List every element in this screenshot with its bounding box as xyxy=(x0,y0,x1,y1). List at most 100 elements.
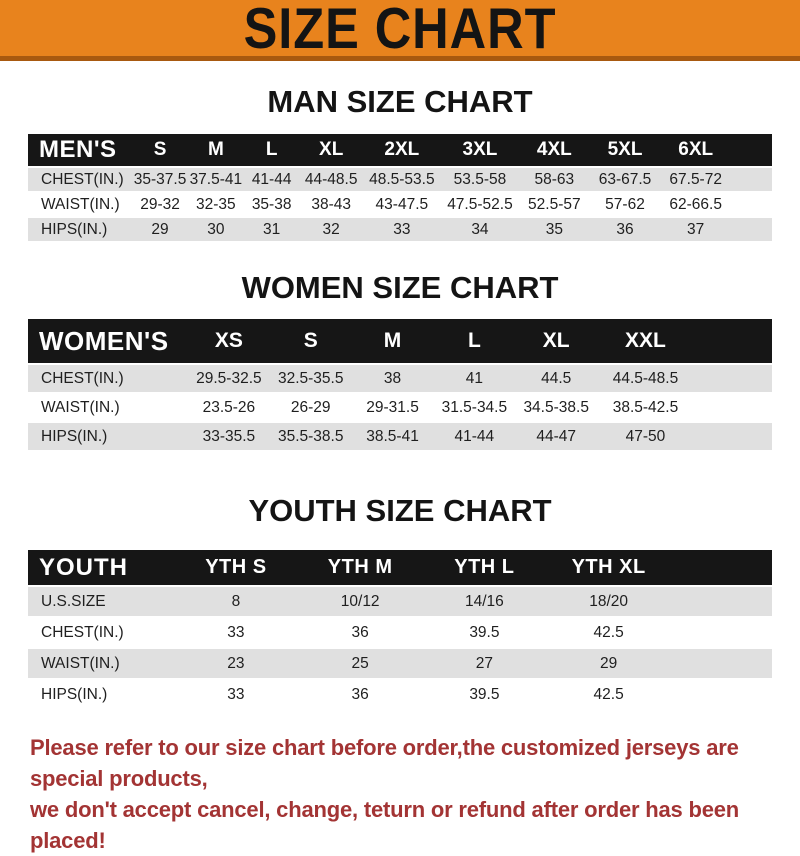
cell: 48.5-53.5 xyxy=(362,168,441,191)
spacer-cell xyxy=(670,550,772,585)
women-header-size-xs: XS xyxy=(187,319,270,363)
cell: 38.5-41 xyxy=(351,423,434,450)
cell: 29 xyxy=(546,649,671,678)
cell: 35 xyxy=(519,218,590,241)
cell: 67.5-72 xyxy=(660,168,732,191)
youth-header-size-m: YTH M xyxy=(298,550,423,585)
size-chart-banner: SIZE CHART xyxy=(0,0,800,61)
row-label: U.S.SIZE xyxy=(28,587,174,616)
row-label: CHEST(IN.) xyxy=(28,365,188,392)
cell: 35-37.5 xyxy=(132,168,188,191)
cell: 34.5-38.5 xyxy=(515,394,598,421)
cell: 41-44 xyxy=(243,168,300,191)
cell: 10/12 xyxy=(298,587,423,616)
man-size-table: MEN'S S M L XL 2XL 3XL 4XL 5XL 6XL CHEST… xyxy=(28,132,772,243)
man-table-header-row: MEN'S S M L XL 2XL 3XL 4XL 5XL 6XL xyxy=(28,134,772,166)
order-disclaimer: Please refer to our size chart before or… xyxy=(30,732,800,856)
cell: 37 xyxy=(660,218,732,241)
cell: 29 xyxy=(132,218,188,241)
cell: 36 xyxy=(589,218,661,241)
spacer-cell xyxy=(693,319,772,363)
women-header-title: WOMEN'S xyxy=(28,319,188,363)
cell: 47.5-52.5 xyxy=(440,193,519,216)
youth-size-section: YOUTH SIZE CHART YOUTH YTH S YTH M YTH L… xyxy=(0,493,800,711)
spacer-cell xyxy=(731,168,772,191)
cell: 34 xyxy=(440,218,519,241)
cell: 25 xyxy=(298,649,423,678)
cell: 53.5-58 xyxy=(440,168,519,191)
cell: 8 xyxy=(173,587,299,616)
spacer-cell xyxy=(693,394,772,421)
cell: 32 xyxy=(299,218,363,241)
disclaimer-line-1: Please refer to our size chart before or… xyxy=(30,735,739,791)
cell: 38.5-42.5 xyxy=(597,394,694,421)
cell: 39.5 xyxy=(422,680,547,709)
man-header-size-2xl: 2XL xyxy=(362,134,441,166)
youth-ussize-row: U.S.SIZE 8 10/12 14/16 18/20 xyxy=(28,587,772,616)
cell: 23.5-26 xyxy=(187,394,270,421)
cell: 43-47.5 xyxy=(362,193,441,216)
youth-table-header-row: YOUTH YTH S YTH M YTH L YTH XL xyxy=(28,550,772,585)
cell: 29.5-32.5 xyxy=(187,365,270,392)
cell: 41-44 xyxy=(433,423,516,450)
women-header-size-xxl: XXL xyxy=(597,319,694,363)
women-waist-row: WAIST(IN.) 23.5-26 26-29 29-31.5 31.5-34… xyxy=(28,394,772,421)
man-header-size-6xl: 6XL xyxy=(660,134,732,166)
cell: 39.5 xyxy=(422,618,547,647)
cell: 57-62 xyxy=(589,193,661,216)
women-table-header-row: WOMEN'S XS S M L XL XXL xyxy=(28,319,772,363)
cell: 23 xyxy=(173,649,299,678)
disclaimer-line-2: we don't accept cancel, change, teturn o… xyxy=(30,797,740,853)
cell: 62-66.5 xyxy=(660,193,732,216)
spacer-cell xyxy=(693,365,772,392)
cell: 35.5-38.5 xyxy=(269,423,352,450)
cell: 33 xyxy=(173,680,299,709)
cell: 36 xyxy=(298,618,423,647)
spacer-cell xyxy=(731,193,772,216)
row-label: WAIST(IN.) xyxy=(28,394,188,421)
cell: 38-43 xyxy=(299,193,363,216)
man-header-size-m: M xyxy=(187,134,244,166)
spacer-cell xyxy=(670,618,772,647)
spacer-cell xyxy=(670,649,772,678)
youth-size-table: YOUTH YTH S YTH M YTH L YTH XL U.S.SIZE … xyxy=(28,548,772,711)
spacer-cell xyxy=(670,680,772,709)
row-label: HIPS(IN.) xyxy=(28,218,133,241)
women-size-section: WOMEN SIZE CHART WOMEN'S XS S M L XL XXL… xyxy=(0,270,800,452)
cell: 29-32 xyxy=(132,193,188,216)
man-header-size-5xl: 5XL xyxy=(589,134,661,166)
women-size-table: WOMEN'S XS S M L XL XXL CHEST(IN.) 29.5-… xyxy=(28,317,772,452)
man-header-size-s: S xyxy=(132,134,188,166)
cell: 30 xyxy=(187,218,244,241)
youth-header-size-l: YTH L xyxy=(422,550,547,585)
man-header-size-4xl: 4XL xyxy=(519,134,590,166)
cell: 44-48.5 xyxy=(299,168,363,191)
cell: 14/16 xyxy=(422,587,547,616)
cell: 31.5-34.5 xyxy=(433,394,516,421)
women-section-heading: WOMEN SIZE CHART xyxy=(241,270,559,305)
man-header-title: MEN'S xyxy=(28,134,133,166)
cell: 33 xyxy=(362,218,441,241)
cell: 42.5 xyxy=(546,680,671,709)
youth-section-heading: YOUTH SIZE CHART xyxy=(248,493,552,528)
man-waist-row: WAIST(IN.) 29-32 32-35 35-38 38-43 43-47… xyxy=(28,193,772,216)
youth-hips-row: HIPS(IN.) 33 36 39.5 42.5 xyxy=(28,680,772,709)
cell: 44.5 xyxy=(515,365,598,392)
women-header-size-s: S xyxy=(269,319,352,363)
cell: 35-38 xyxy=(243,193,300,216)
cell: 18/20 xyxy=(546,587,671,616)
spacer-cell xyxy=(693,423,772,450)
man-hips-row: HIPS(IN.) 29 30 31 32 33 34 35 36 37 xyxy=(28,218,772,241)
cell: 52.5-57 xyxy=(519,193,590,216)
women-chest-row: CHEST(IN.) 29.5-32.5 32.5-35.5 38 41 44.… xyxy=(28,365,772,392)
women-header-size-m: M xyxy=(351,319,434,363)
spacer-cell xyxy=(670,587,772,616)
banner-title: SIZE CHART xyxy=(243,0,557,61)
cell: 33 xyxy=(173,618,299,647)
cell: 44.5-48.5 xyxy=(597,365,694,392)
man-header-size-l: L xyxy=(243,134,300,166)
youth-waist-row: WAIST(IN.) 23 25 27 29 xyxy=(28,649,772,678)
cell: 32.5-35.5 xyxy=(269,365,352,392)
cell: 47-50 xyxy=(597,423,694,450)
cell: 33-35.5 xyxy=(187,423,270,450)
